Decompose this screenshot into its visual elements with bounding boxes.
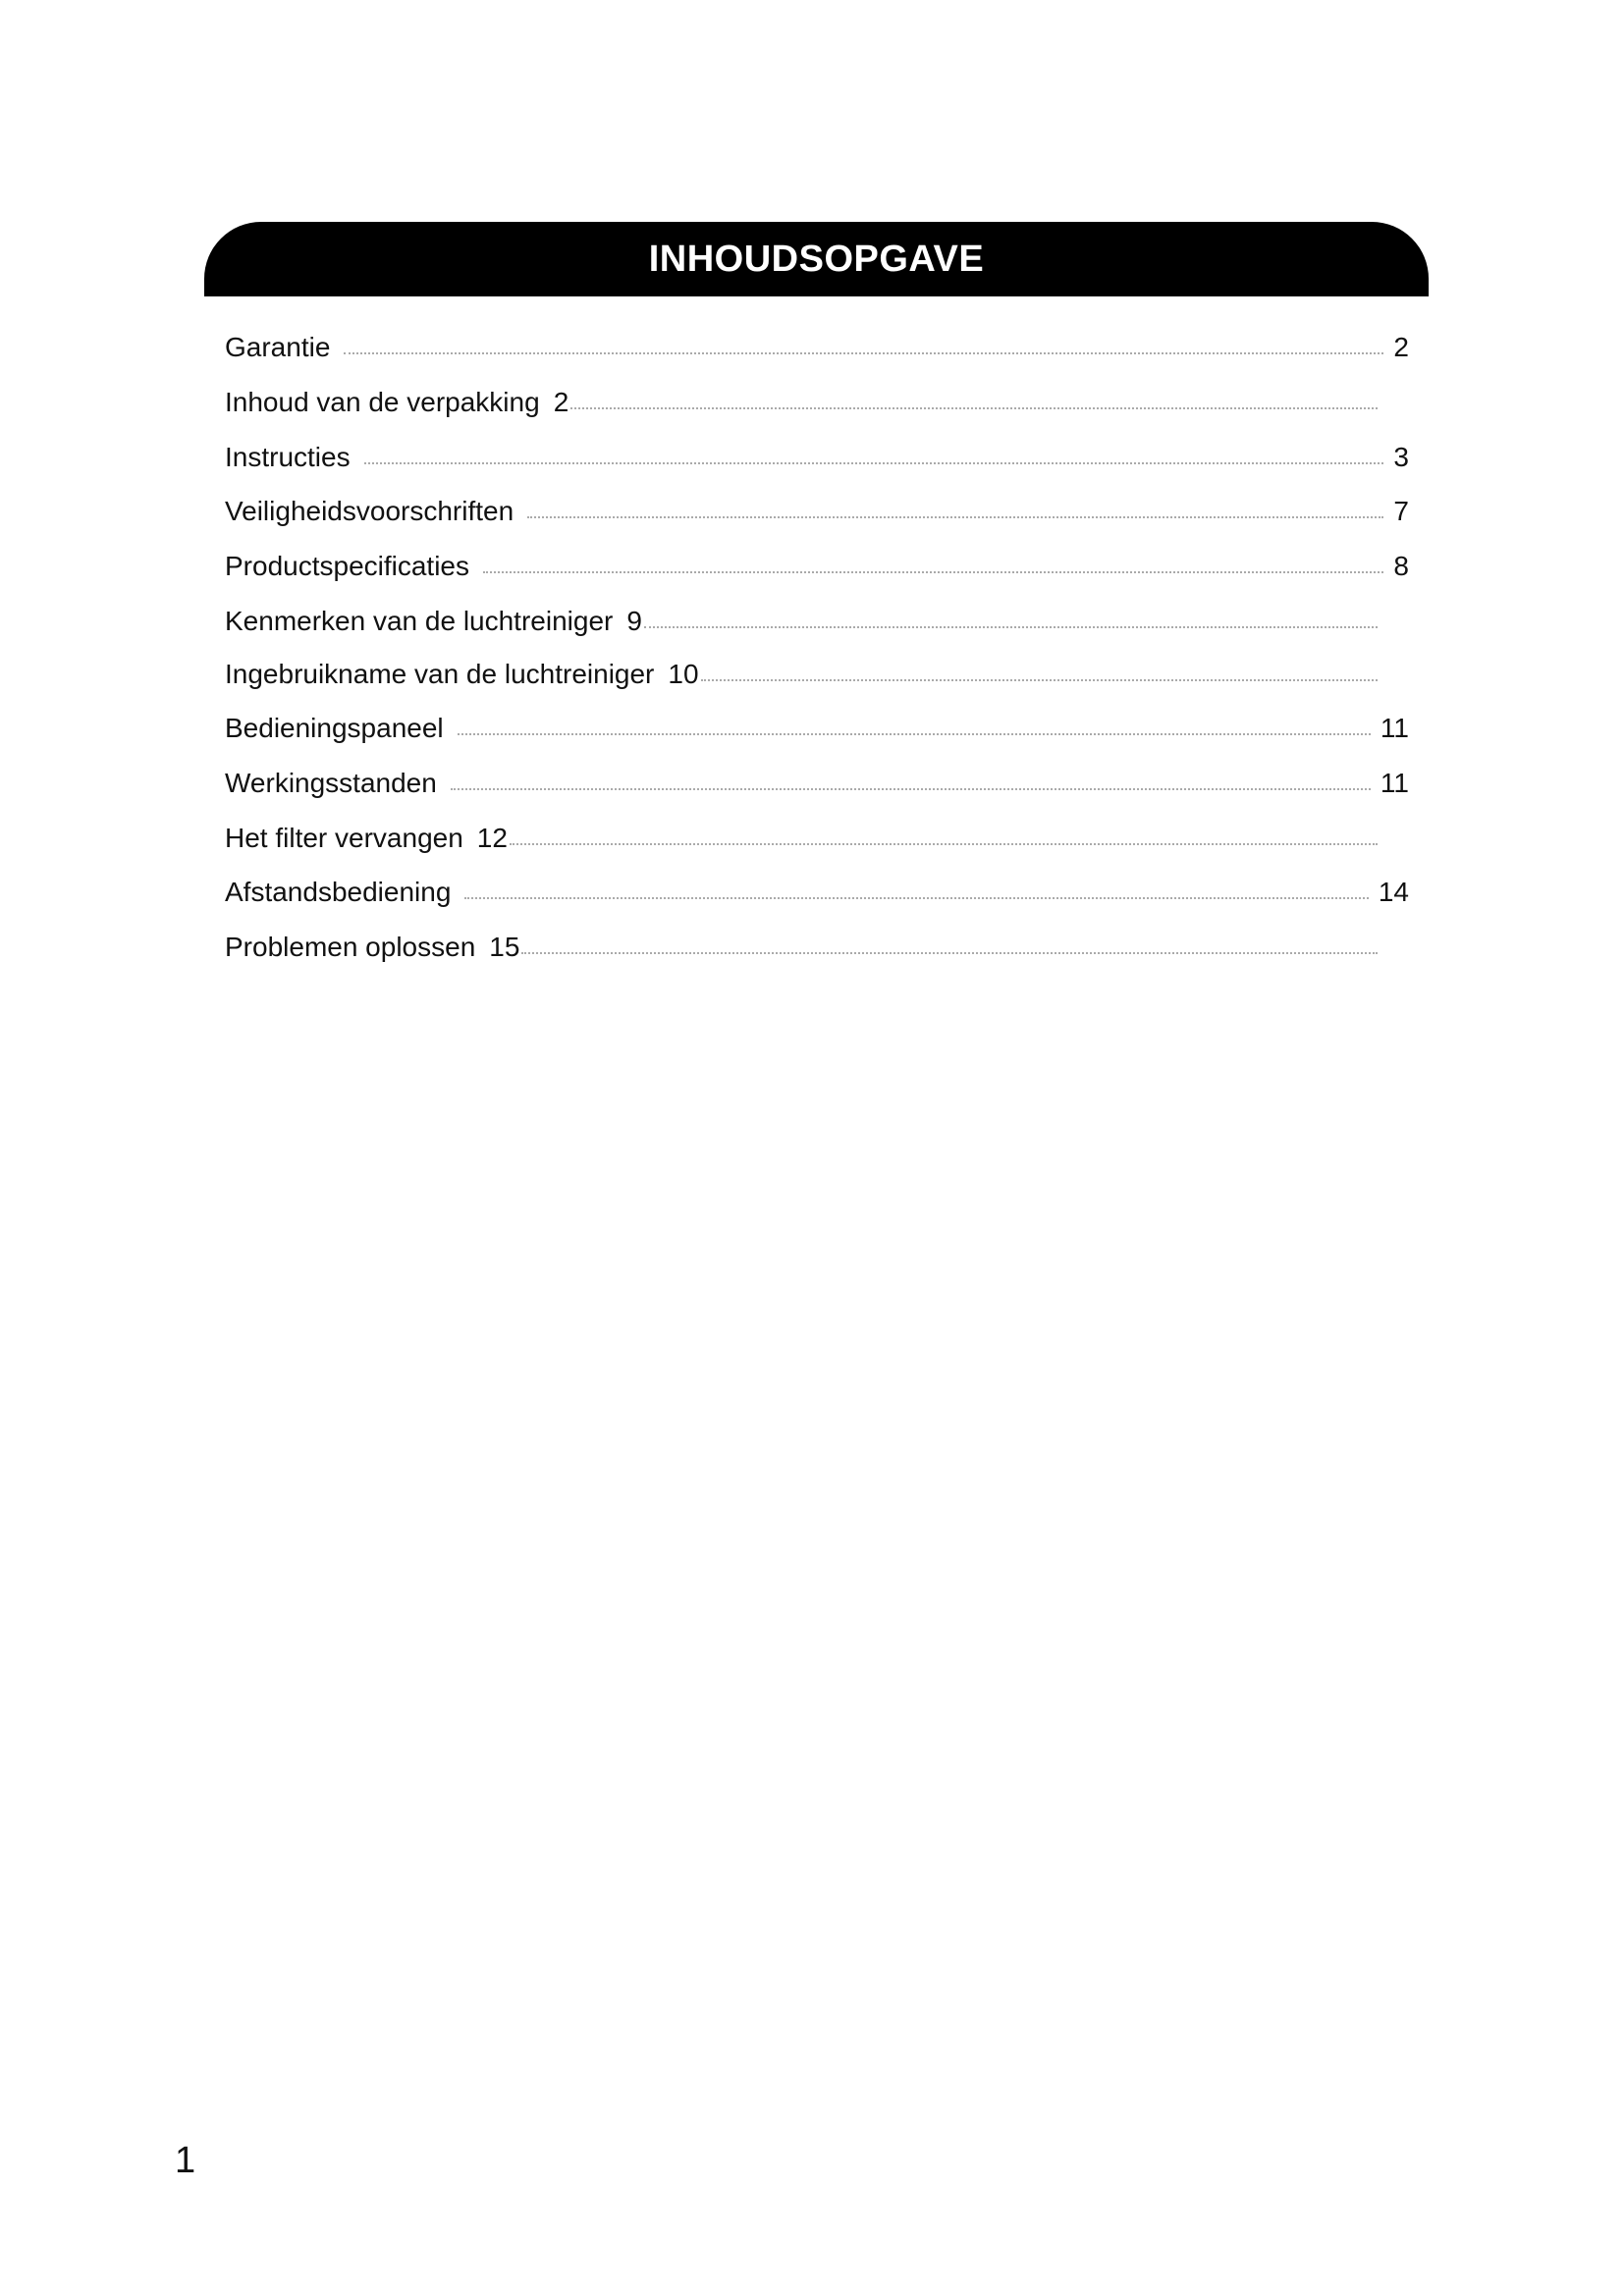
- toc-entry-page: 12: [476, 823, 508, 853]
- dot-leader: [509, 843, 1378, 845]
- toc-entry[interactable]: Werkingsstanden 11: [225, 760, 1409, 799]
- toc-entry-page: 2: [1393, 332, 1409, 362]
- dot-leader: [344, 352, 1384, 354]
- page-number: 1: [175, 2140, 196, 2181]
- toc-entry-page: 3: [1393, 442, 1409, 472]
- toc-entry-page: 14: [1378, 877, 1409, 907]
- toc-entry-page: 11: [1380, 768, 1409, 798]
- toc-entry-label: Werkingsstanden: [225, 768, 437, 798]
- toc-entry-label: Instructies: [225, 442, 351, 472]
- toc-entry[interactable]: Instructies 3: [225, 434, 1409, 473]
- toc-entry-page: 7: [1393, 496, 1409, 526]
- dot-leader: [527, 516, 1384, 518]
- toc-entry[interactable]: Veiligheidsvoorschriften 7: [225, 488, 1409, 527]
- toc-entry-label: Kenmerken van de luchtreiniger: [225, 606, 614, 636]
- toc-entry-label: Veiligheidsvoorschriften: [225, 496, 514, 526]
- toc-entry[interactable]: Afstandsbediening 14: [225, 869, 1409, 908]
- toc-entry-page: 15: [489, 932, 520, 962]
- toc-entry[interactable]: Ingebruikname van de luchtreiniger 10: [225, 651, 1409, 690]
- dot-leader: [570, 407, 1378, 409]
- toc-entry-label: Afstandsbediening: [225, 877, 452, 907]
- toc-entry[interactable]: Productspecificaties 8: [225, 543, 1409, 582]
- toc-entry-page: 11: [1380, 713, 1409, 743]
- toc-entry-label: Inhoud van de verpakking: [225, 387, 540, 417]
- toc-entry[interactable]: Inhoud van de verpakking 2: [225, 379, 1409, 418]
- dot-leader: [464, 897, 1369, 899]
- toc-entry-label: Problemen oplossen: [225, 932, 476, 962]
- toc-entry[interactable]: Garantie 2: [225, 324, 1409, 363]
- page-title: INHOUDSOPGAVE: [648, 238, 985, 280]
- toc-entry[interactable]: Bedieningspaneel 11: [225, 705, 1409, 744]
- toc-entry[interactable]: Kenmerken van de luchtreiniger 9: [225, 598, 1409, 637]
- toc-entry-page: 8: [1393, 551, 1409, 581]
- dot-leader: [450, 788, 1371, 790]
- toc-entry[interactable]: Problemen oplossen 15: [225, 924, 1409, 963]
- dot-leader: [483, 571, 1384, 573]
- toc-entry[interactable]: Het filter vervangen 12: [225, 815, 1409, 854]
- toc-entry-page: 2: [553, 387, 569, 417]
- dot-leader: [700, 679, 1378, 681]
- toc-entry-label: Het filter vervangen: [225, 823, 463, 853]
- dot-leader: [457, 733, 1371, 735]
- toc-entry-label: Ingebruikname van de luchtreiniger: [225, 659, 655, 689]
- dot-leader: [521, 952, 1378, 954]
- toc-entry-page: 9: [626, 606, 642, 636]
- dot-leader: [363, 462, 1384, 464]
- toc-entry-label: Garantie: [225, 332, 331, 362]
- toc-header: INHOUDSOPGAVE: [204, 222, 1429, 296]
- toc-entry-label: Bedieningspaneel: [225, 713, 444, 743]
- toc-entry-label: Productspecificaties: [225, 551, 470, 581]
- toc-entry-page: 10: [668, 659, 699, 689]
- dot-leader: [643, 626, 1378, 628]
